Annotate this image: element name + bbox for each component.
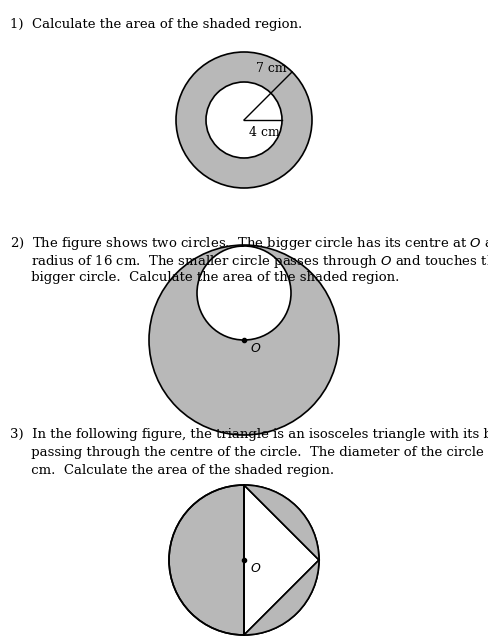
Text: bigger circle.  Calculate the area of the shaded region.: bigger circle. Calculate the area of the… [10, 271, 399, 284]
Circle shape [176, 52, 312, 188]
Text: radius of 16 cm.  The smaller circle passes through $O$ and touches the: radius of 16 cm. The smaller circle pass… [10, 253, 488, 270]
Text: cm.  Calculate the area of the shaded region.: cm. Calculate the area of the shaded reg… [10, 464, 334, 477]
Circle shape [169, 485, 319, 635]
Text: $O$: $O$ [250, 562, 262, 575]
Text: 2)  The figure shows two circles.  The bigger circle has its centre at $O$ and a: 2) The figure shows two circles. The big… [10, 235, 488, 252]
Text: $O$: $O$ [250, 342, 262, 355]
Polygon shape [244, 485, 319, 635]
Text: 3)  In the following figure, the triangle is an isosceles triangle with its base: 3) In the following figure, the triangle… [10, 428, 488, 441]
Circle shape [206, 82, 282, 158]
Circle shape [197, 246, 291, 340]
Circle shape [149, 245, 339, 435]
Text: passing through the centre of the circle.  The diameter of the circle is 40: passing through the centre of the circle… [10, 446, 488, 459]
Text: 4 cm: 4 cm [249, 126, 280, 139]
Text: 1)  Calculate the area of the shaded region.: 1) Calculate the area of the shaded regi… [10, 18, 302, 31]
Text: 7 cm: 7 cm [256, 62, 286, 75]
Polygon shape [244, 560, 319, 635]
Polygon shape [244, 485, 319, 560]
